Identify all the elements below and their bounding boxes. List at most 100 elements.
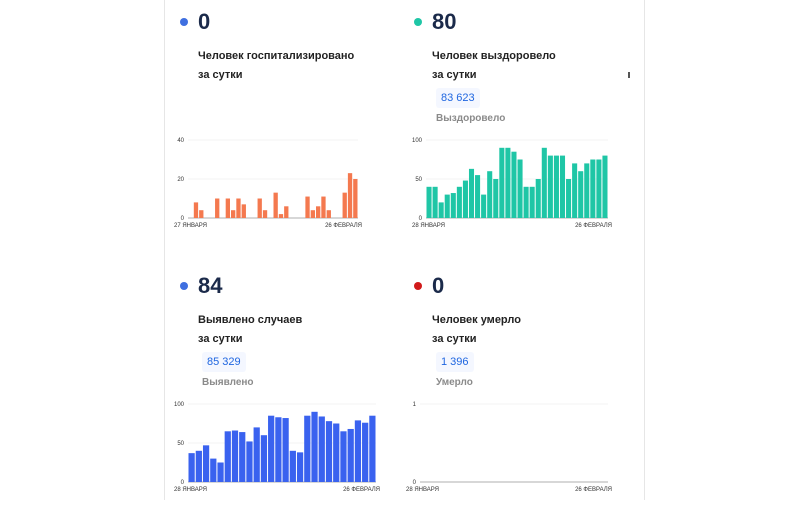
bar bbox=[444, 194, 450, 218]
bar bbox=[246, 441, 253, 482]
recovered-bar-chart: 0 50 100 28 ЯНВАРЯ 26 ФЕВРАЛЯ bbox=[412, 138, 612, 229]
frame-left-border bbox=[164, 0, 165, 500]
total-label: Умерло bbox=[436, 377, 473, 388]
bar bbox=[296, 452, 304, 482]
panel-description: Человек умерло за сутки bbox=[432, 311, 632, 349]
bar bbox=[268, 415, 275, 482]
bar bbox=[456, 186, 462, 218]
x-start-label: 28 ЯНВАРЯ bbox=[174, 487, 207, 493]
description-line-2: за сутки bbox=[198, 69, 243, 81]
status-dot-icon bbox=[414, 18, 422, 26]
panel-description: Человек выздоровело за сутки bbox=[432, 47, 632, 85]
bar bbox=[321, 196, 326, 218]
bar bbox=[566, 179, 572, 218]
bar bbox=[450, 193, 456, 218]
bar bbox=[347, 173, 353, 218]
total-label: Выздоровело bbox=[436, 113, 506, 124]
frame-right-border bbox=[644, 0, 645, 500]
scroll-mark bbox=[628, 72, 630, 78]
bar bbox=[590, 159, 596, 218]
y-tick-label: 0 bbox=[419, 216, 423, 222]
bar bbox=[231, 430, 239, 482]
bar bbox=[505, 147, 511, 218]
x-end-label: 26 ФЕВРАЛЯ bbox=[575, 487, 612, 493]
y-tick-label: 100 bbox=[174, 402, 185, 408]
bar bbox=[499, 147, 505, 218]
bar bbox=[541, 147, 547, 218]
bar bbox=[284, 206, 289, 218]
bar bbox=[257, 198, 262, 218]
bar bbox=[529, 186, 535, 218]
bar bbox=[253, 427, 260, 482]
x-start-label: 28 ЯНВАРЯ bbox=[406, 487, 439, 493]
cases-bar-chart: 0 50 100 28 ЯНВАРЯ 26 ФЕВРАЛЯ bbox=[174, 402, 380, 493]
bar bbox=[438, 202, 444, 218]
x-end-label: 26 ФЕВРАЛЯ bbox=[325, 223, 362, 229]
bar bbox=[260, 435, 268, 482]
bar bbox=[236, 198, 241, 218]
bar bbox=[282, 418, 289, 482]
bar bbox=[547, 155, 553, 218]
y-tick-label: 50 bbox=[415, 177, 422, 183]
total-badge: 85 329 bbox=[202, 352, 246, 372]
panel-description: Человек госпитализировано за сутки bbox=[198, 47, 398, 85]
bar bbox=[353, 179, 358, 218]
panel-deaths: 0 Человек умерло за сутки 1 396 Умерло bbox=[414, 270, 634, 510]
bar bbox=[347, 428, 354, 482]
bar bbox=[369, 415, 376, 482]
description-line-1: Человек выздоровело bbox=[432, 50, 556, 62]
y-tick-label: 40 bbox=[177, 138, 184, 144]
bar bbox=[326, 210, 331, 218]
bar bbox=[193, 202, 199, 218]
daily-count: 0 bbox=[432, 273, 445, 298]
panel-recovered: 80 Человек выздоровело за сутки 83 623 В… bbox=[414, 6, 634, 246]
bar bbox=[584, 163, 590, 218]
bar bbox=[316, 206, 321, 218]
bar bbox=[262, 210, 268, 218]
bar bbox=[305, 196, 310, 218]
bar bbox=[188, 453, 195, 482]
bar bbox=[325, 421, 333, 482]
total-label: Выявлено bbox=[202, 377, 254, 388]
bar bbox=[432, 186, 438, 218]
y-tick-label: 0 bbox=[181, 480, 185, 486]
bar bbox=[215, 198, 220, 218]
daily-count: 0 bbox=[198, 9, 211, 34]
x-start-label: 27 ЯНВАРЯ bbox=[174, 223, 207, 229]
bar bbox=[273, 192, 278, 218]
y-tick-label: 0 bbox=[181, 216, 185, 222]
status-dot-icon bbox=[180, 282, 188, 290]
bar bbox=[239, 432, 246, 482]
bar bbox=[493, 179, 499, 218]
bar bbox=[468, 168, 475, 218]
x-end-label: 26 ФЕВРАЛЯ bbox=[343, 487, 380, 493]
panel-description: Выявлено случаев за сутки bbox=[198, 311, 398, 349]
bar bbox=[304, 415, 311, 482]
panel-cases: 84 Выявлено случаев за сутки 85 329 Выяв… bbox=[180, 270, 400, 510]
bar bbox=[224, 431, 231, 482]
bar bbox=[535, 179, 541, 218]
bar bbox=[602, 155, 608, 218]
y-tick-label: 100 bbox=[412, 138, 423, 144]
description-line-2: за сутки bbox=[432, 333, 477, 345]
bar bbox=[481, 194, 487, 218]
y-tick-label: 0 bbox=[413, 480, 417, 486]
bar bbox=[342, 192, 347, 218]
daily-count: 80 bbox=[432, 9, 457, 34]
x-start-label: 28 ЯНВАРЯ bbox=[412, 223, 445, 229]
panel-hospitalized: 0 Человек госпитализировано за сутки bbox=[180, 6, 400, 246]
bar bbox=[462, 180, 468, 218]
bar bbox=[572, 163, 578, 218]
bar bbox=[195, 450, 202, 482]
description-line-2: за сутки bbox=[198, 333, 243, 345]
bar bbox=[511, 151, 517, 218]
y-tick-label: 20 bbox=[177, 177, 184, 183]
bar bbox=[333, 423, 340, 482]
bar bbox=[517, 159, 523, 218]
bar bbox=[578, 171, 584, 218]
bar bbox=[289, 450, 296, 482]
bar bbox=[362, 422, 369, 482]
bar bbox=[553, 155, 559, 218]
bar bbox=[275, 417, 282, 482]
bar bbox=[210, 458, 217, 482]
